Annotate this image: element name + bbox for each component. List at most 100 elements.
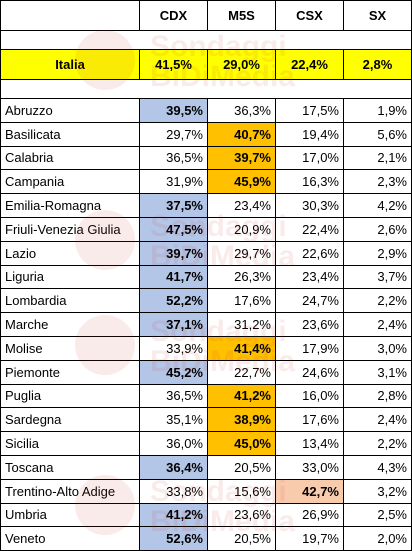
region-name: Sicilia [0, 431, 140, 456]
value-csx: 16,3% [275, 169, 344, 195]
region-row: Friuli-Venezia Giulia 47,5% 20,9% 22,4% 2,6% [0, 216, 412, 242]
value-m5s: 15,6% [207, 478, 276, 504]
header-m5s: M5S [207, 0, 276, 31]
value-m5s: 23,4% [207, 193, 276, 218]
value-csx: 13,4% [275, 431, 344, 456]
value-sx: 2,3% [343, 169, 412, 195]
value-cdx: 39,5% [139, 98, 208, 123]
national-label: Italia [0, 49, 140, 80]
value-csx: 19,7% [275, 526, 344, 551]
value-csx: 22,4% [275, 216, 344, 242]
value-cdx: 52,6% [139, 526, 208, 551]
value-cdx: 41,2% [139, 502, 208, 528]
value-csx: 26,9% [275, 502, 344, 528]
national-cdx: 41,5% [139, 49, 208, 80]
national-sx: 2,8% [343, 49, 412, 80]
value-cdx: 36,5% [139, 145, 208, 171]
value-cdx: 39,7% [139, 240, 208, 266]
value-csx: 33,0% [275, 454, 344, 480]
value-m5s: 40,7% [207, 121, 276, 147]
value-cdx: 37,5% [139, 193, 208, 218]
value-cdx: 35,1% [139, 407, 208, 433]
value-sx: 2,2% [343, 288, 412, 314]
value-sx: 2,9% [343, 240, 412, 266]
region-row: Basilicata 29,7% 40,7% 19,4% 5,6% [0, 121, 412, 147]
national-row: Italia 41,5% 29,0% 22,4% 2,8% [0, 49, 412, 80]
region-name: Friuli-Venezia Giulia [0, 216, 140, 242]
region-name: Molise [0, 335, 140, 361]
value-m5s: 38,9% [207, 407, 276, 433]
value-csx: 17,0% [275, 145, 344, 171]
value-cdx: 31,9% [139, 169, 208, 195]
value-sx: 2,6% [343, 216, 412, 242]
value-m5s: 20,5% [207, 454, 276, 480]
value-csx: 24,6% [275, 359, 344, 385]
value-sx: 3,2% [343, 478, 412, 504]
value-sx: 4,2% [343, 193, 412, 218]
header-csx: CSX [275, 0, 344, 31]
region-row: Sardegna 35,1% 38,9% 17,6% 2,4% [0, 407, 412, 433]
region-row: Emilia-Romagna 37,5% 23,4% 30,3% 4,2% [0, 193, 412, 218]
value-m5s: 41,4% [207, 335, 276, 361]
value-m5s: 17,6% [207, 288, 276, 314]
value-csx: 16,0% [275, 383, 344, 409]
value-cdx: 47,5% [139, 216, 208, 242]
region-row: Lazio 39,7% 29,7% 22,6% 2,9% [0, 240, 412, 266]
value-m5s: 41,2% [207, 383, 276, 409]
value-sx: 1,9% [343, 98, 412, 123]
value-sx: 4,3% [343, 454, 412, 480]
value-m5s: 29,7% [207, 240, 276, 266]
region-row: Molise 33,9% 41,4% 17,9% 3,0% [0, 335, 412, 361]
value-m5s: 36,3% [207, 98, 276, 123]
region-row: Puglia 36,5% 41,2% 16,0% 2,8% [0, 383, 412, 409]
region-name: Puglia [0, 383, 140, 409]
value-sx: 2,2% [343, 431, 412, 456]
region-name: Basilicata [0, 121, 140, 147]
region-name: Liguria [0, 264, 140, 290]
value-sx: 3,7% [343, 264, 412, 290]
value-sx: 3,0% [343, 335, 412, 361]
region-row: Sicilia 36,0% 45,0% 13,4% 2,2% [0, 431, 412, 456]
value-sx: 5,6% [343, 121, 412, 147]
value-cdx: 52,2% [139, 288, 208, 314]
value-m5s: 20,9% [207, 216, 276, 242]
value-m5s: 39,7% [207, 145, 276, 171]
region-name: Lazio [0, 240, 140, 266]
spacer-row [0, 79, 412, 99]
value-cdx: 41,7% [139, 264, 208, 290]
spacer-row [0, 30, 412, 50]
value-csx: 23,6% [275, 312, 344, 337]
region-row: Abruzzo 39,5% 36,3% 17,5% 1,9% [0, 98, 412, 123]
header-row: CDX M5S CSX SX [0, 0, 412, 31]
value-cdx: 29,7% [139, 121, 208, 147]
value-cdx: 36,5% [139, 383, 208, 409]
value-sx: 2,8% [343, 383, 412, 409]
value-m5s: 22,7% [207, 359, 276, 385]
region-row: Piemonte 45,2% 22,7% 24,6% 3,1% [0, 359, 412, 385]
value-sx: 2,4% [343, 407, 412, 433]
value-csx: 17,6% [275, 407, 344, 433]
region-row: Campania 31,9% 45,9% 16,3% 2,3% [0, 169, 412, 195]
value-csx: 30,3% [275, 193, 344, 218]
region-row: Liguria 41,7% 26,3% 23,4% 3,7% [0, 264, 412, 290]
value-csx: 17,9% [275, 335, 344, 361]
region-name: Marche [0, 312, 140, 337]
value-m5s: 45,9% [207, 169, 276, 195]
value-m5s: 31,2% [207, 312, 276, 337]
region-row: Marche 37,1% 31,2% 23,6% 2,4% [0, 312, 412, 337]
value-cdx: 37,1% [139, 312, 208, 337]
national-m5s: 29,0% [207, 49, 276, 80]
value-cdx: 36,0% [139, 431, 208, 456]
region-name: Veneto [0, 526, 140, 551]
region-name: Abruzzo [0, 98, 140, 123]
region-row: Umbria 41,2% 23,6% 26,9% 2,5% [0, 502, 412, 528]
value-sx: 3,1% [343, 359, 412, 385]
region-name: Toscana [0, 454, 140, 480]
national-csx: 22,4% [275, 49, 344, 80]
region-name: Sardegna [0, 407, 140, 433]
value-sx: 2,0% [343, 526, 412, 551]
region-name: Trentino-Alto Adige [0, 478, 140, 504]
value-cdx: 33,9% [139, 335, 208, 361]
header-cdx: CDX [139, 0, 208, 31]
